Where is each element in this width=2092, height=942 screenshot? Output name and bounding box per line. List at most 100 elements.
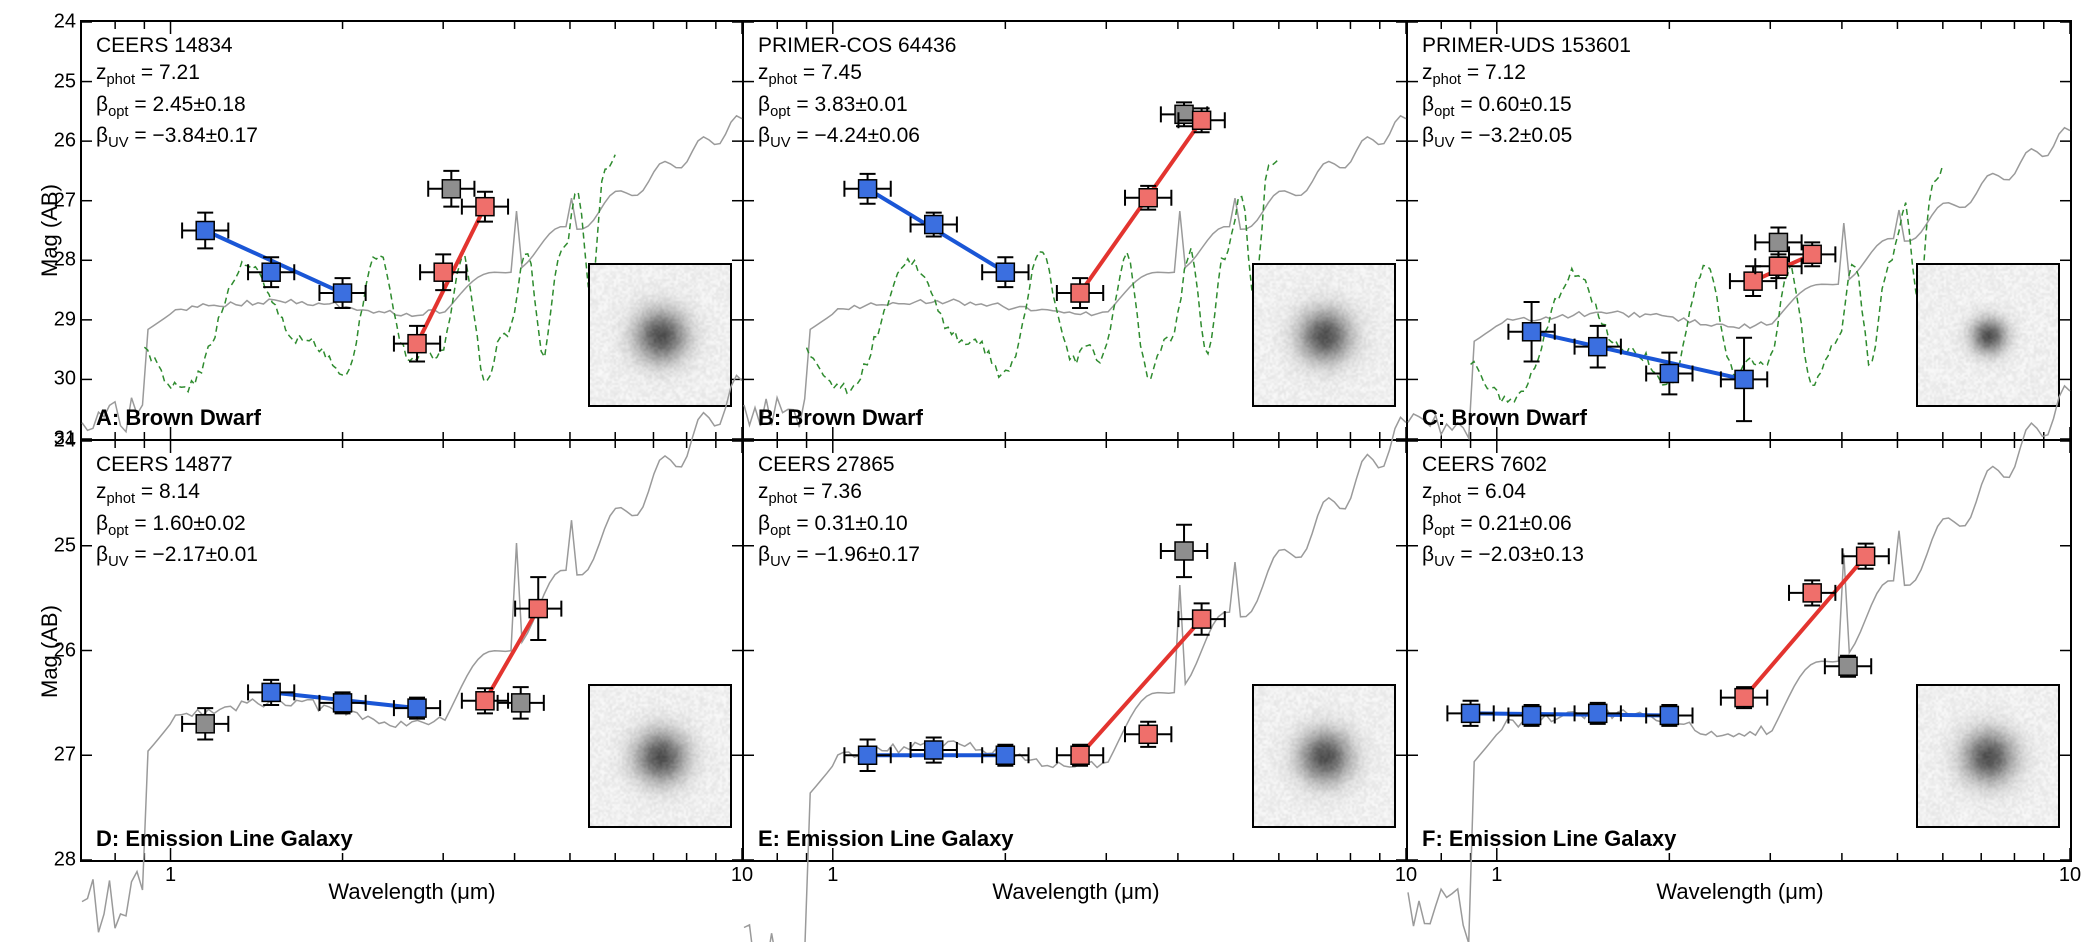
green-spectrum — [1471, 165, 1943, 402]
data-marker — [1735, 370, 1753, 388]
data-marker — [1769, 257, 1787, 275]
ytick-label: 28 — [54, 849, 82, 872]
source-title: CEERS 7602 — [1422, 451, 1584, 478]
data-marker — [1589, 338, 1607, 356]
source-title: CEERS 27865 — [758, 451, 920, 478]
cutout-thumbnail — [1252, 263, 1396, 407]
ytick-label: 26 — [54, 639, 82, 662]
panel-D: 2425262728110CEERS 14877zphot = 8.14βopt… — [80, 441, 744, 862]
beta-uv-label: βUV = −3.2±0.05 — [1422, 122, 1631, 153]
data-marker — [1803, 245, 1821, 263]
source-title: PRIMER-UDS 153601 — [1422, 32, 1631, 59]
data-marker — [1744, 272, 1762, 290]
xtick-label: 1 — [827, 860, 838, 887]
data-marker — [925, 216, 943, 234]
data-marker — [476, 692, 494, 710]
panel-category-label: D: Emission Line Galaxy — [96, 826, 353, 852]
data-marker — [1589, 704, 1607, 722]
data-marker — [1193, 610, 1211, 628]
panel-annotation: CEERS 14834zphot = 7.21βopt = 2.45±0.18β… — [96, 32, 258, 153]
xtick-label: 10 — [2059, 860, 2081, 887]
panel-annotation: CEERS 27865zphot = 7.36βopt = 0.31±0.10β… — [758, 451, 920, 572]
source-title: CEERS 14834 — [96, 32, 258, 59]
beta-uv-label: βUV = −2.03±0.13 — [1422, 541, 1584, 572]
data-marker — [334, 284, 352, 302]
beta-opt-label: βopt = 0.21±0.06 — [1422, 510, 1584, 541]
ytick-label: 30 — [54, 368, 82, 391]
data-marker — [1839, 657, 1857, 675]
data-marker — [859, 746, 877, 764]
figure-grid: Mag (AB) 2425262728293031CEERS 14834zpho… — [20, 20, 2072, 922]
data-marker — [1660, 706, 1678, 724]
ytick-label: 26 — [54, 130, 82, 153]
xtick-label: 1 — [165, 860, 176, 887]
ytick-label: 28 — [54, 249, 82, 272]
ytick-label: 24 — [54, 430, 82, 453]
panel-category-label: F: Emission Line Galaxy — [1422, 826, 1676, 852]
data-marker — [512, 694, 530, 712]
ytick-label: 25 — [54, 70, 82, 93]
ytick-label: 29 — [54, 308, 82, 331]
panel-category-label: C: Brown Dwarf — [1422, 405, 1587, 431]
panel-annotation: PRIMER-COS 64436zphot = 7.45βopt = 3.83±… — [758, 32, 956, 153]
data-marker — [1071, 284, 1089, 302]
data-marker — [996, 263, 1014, 281]
beta-uv-label: βUV = −2.17±0.01 — [96, 541, 258, 572]
data-marker — [442, 180, 460, 198]
panel-B: PRIMER-COS 64436zphot = 7.45βopt = 3.83±… — [744, 20, 1408, 441]
data-marker — [408, 699, 426, 717]
data-marker — [1769, 233, 1787, 251]
data-marker — [476, 198, 494, 216]
data-marker — [408, 335, 426, 353]
beta-opt-label: βopt = 0.60±0.15 — [1422, 91, 1631, 122]
beta-uv-label: βUV = −1.96±0.17 — [758, 541, 920, 572]
x-axis-label-3: Wavelength (μm) — [1408, 862, 2072, 922]
ytick-label: 25 — [54, 534, 82, 557]
panel-annotation: CEERS 7602zphot = 6.04βopt = 0.21±0.06βU… — [1422, 451, 1584, 572]
data-marker — [1857, 547, 1875, 565]
beta-uv-label: βUV = −3.84±0.17 — [96, 122, 258, 153]
data-marker — [1175, 542, 1193, 560]
data-marker — [1803, 584, 1821, 602]
fit-line — [485, 609, 538, 701]
panel-C: PRIMER-UDS 153601zphot = 7.12βopt = 0.60… — [1408, 20, 2072, 441]
data-marker — [1071, 746, 1089, 764]
beta-opt-label: βopt = 1.60±0.02 — [96, 510, 258, 541]
data-marker — [996, 746, 1014, 764]
data-marker — [1139, 189, 1157, 207]
data-marker — [925, 741, 943, 759]
zphot-label: zphot = 8.14 — [96, 478, 258, 509]
cutout-thumbnail — [1252, 684, 1396, 828]
data-marker — [196, 715, 214, 733]
panel-E: 110CEERS 27865zphot = 7.36βopt = 0.31±0.… — [744, 441, 1408, 862]
green-spectrum — [144, 155, 615, 392]
panel-A: 2425262728293031CEERS 14834zphot = 7.21β… — [80, 20, 744, 441]
beta-opt-label: βopt = 2.45±0.18 — [96, 91, 258, 122]
panel-annotation: CEERS 14877zphot = 8.14βopt = 1.60±0.02β… — [96, 451, 258, 572]
zphot-label: zphot = 7.36 — [758, 478, 920, 509]
x-axis-label-2: Wavelength (μm) — [744, 862, 1408, 922]
panel-category-label: A: Brown Dwarf — [96, 405, 261, 431]
zphot-label: zphot = 7.45 — [758, 59, 956, 90]
data-marker — [529, 600, 547, 618]
panel-category-label: B: Brown Dwarf — [758, 405, 923, 431]
beta-opt-label: βopt = 0.31±0.10 — [758, 510, 920, 541]
fit-line — [1471, 713, 1670, 715]
data-marker — [1139, 725, 1157, 743]
ytick-label: 27 — [54, 189, 82, 212]
panel-category-label: E: Emission Line Galaxy — [758, 826, 1014, 852]
fit-line — [205, 231, 342, 294]
data-marker — [262, 683, 280, 701]
xtick-label: 1 — [1491, 860, 1502, 887]
ytick-label: 24 — [54, 11, 82, 34]
source-title: CEERS 14877 — [96, 451, 258, 478]
cutout-thumbnail — [588, 684, 732, 828]
data-marker — [334, 694, 352, 712]
data-marker — [196, 222, 214, 240]
zphot-label: zphot = 7.21 — [96, 59, 258, 90]
source-title: PRIMER-COS 64436 — [758, 32, 956, 59]
data-marker — [1523, 706, 1541, 724]
beta-uv-label: βUV = −4.24±0.06 — [758, 122, 956, 153]
cutout-thumbnail — [1916, 263, 2060, 407]
x-axis-label-1: Wavelength (μm) — [80, 862, 744, 922]
